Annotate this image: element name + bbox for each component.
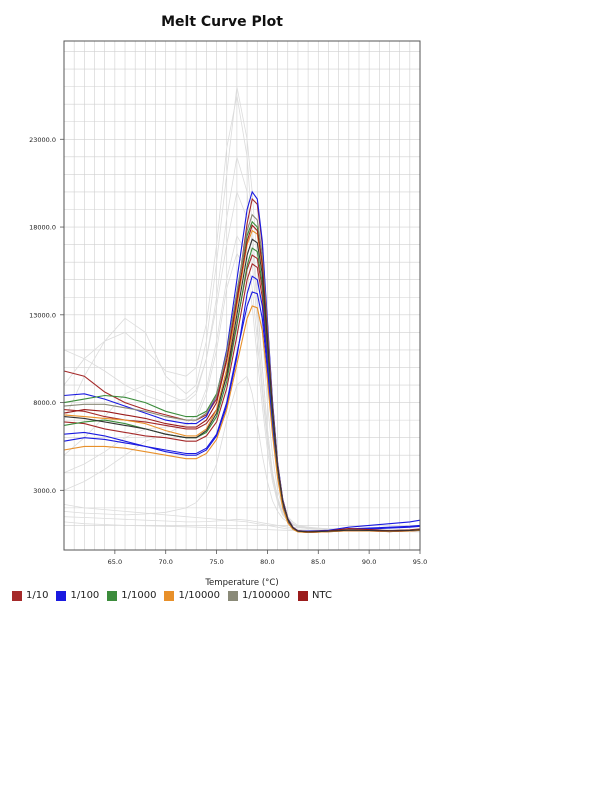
x-tick-label: 70.0	[158, 558, 172, 566]
legend-item: 1/10	[12, 590, 48, 601]
legend-label: 1/100000	[242, 590, 290, 601]
series-line	[63, 224, 421, 533]
y-tick-label: 18000.0	[29, 224, 56, 232]
plot-frame	[63, 40, 421, 551]
y-tick-label: 8000.0	[33, 399, 56, 407]
legend-label: 1/100	[70, 590, 100, 601]
legend-swatch	[56, 590, 67, 601]
x-tick-label: 90.0	[362, 558, 376, 566]
chart-title: Melt Curve Plot	[161, 14, 283, 30]
background-trace	[63, 156, 421, 533]
legend-item: 1/10000	[164, 590, 220, 601]
legend-item: 1/100	[56, 590, 99, 601]
series-line	[63, 190, 421, 532]
legend: 1/10 1/100 1/1000 1/10000 1/100000 NTC	[12, 590, 332, 601]
legend-item: 1/1000	[107, 590, 156, 601]
x-tick-label: 80.0	[260, 558, 274, 566]
legend-swatch	[297, 590, 308, 601]
x-tick-label: 95.0	[413, 558, 427, 566]
legend-swatch	[12, 590, 22, 601]
y-tick-label: 13000.0	[29, 311, 56, 319]
legend-item: NTC	[297, 590, 332, 601]
x-tick-label: 75.0	[209, 558, 223, 566]
background-trace	[63, 95, 421, 532]
series-line	[63, 238, 421, 533]
legend-label: 1/10000	[178, 590, 221, 601]
y-tick-label: 23000.0	[29, 136, 56, 144]
x-axis-label: Temperature (°C)	[204, 578, 278, 588]
y-tick-label: 3000.0	[33, 487, 56, 495]
tick-layer: 65.0 70.0 75.0 80.0 85.0 90.0 95.0 3000.0 8000.0…	[29, 136, 427, 566]
series-line	[63, 197, 421, 533]
x-tick-label: 65.0	[108, 558, 122, 566]
series-line	[63, 229, 421, 533]
series-layer	[63, 190, 421, 533]
x-tick-label: 85.0	[311, 558, 325, 566]
background-trace	[63, 504, 421, 532]
legend-label: 1/10	[26, 590, 49, 601]
background-traces	[63, 86, 421, 533]
legend-item: 1/100000	[228, 590, 290, 601]
legend-swatch	[107, 590, 118, 601]
background-trace	[63, 234, 421, 532]
legend-label: 1/1000	[121, 590, 157, 601]
legend-swatch	[164, 590, 175, 601]
background-trace	[63, 516, 421, 531]
series-line	[63, 247, 421, 533]
legend-swatch	[228, 590, 239, 601]
legend-label: NTC	[311, 590, 332, 601]
